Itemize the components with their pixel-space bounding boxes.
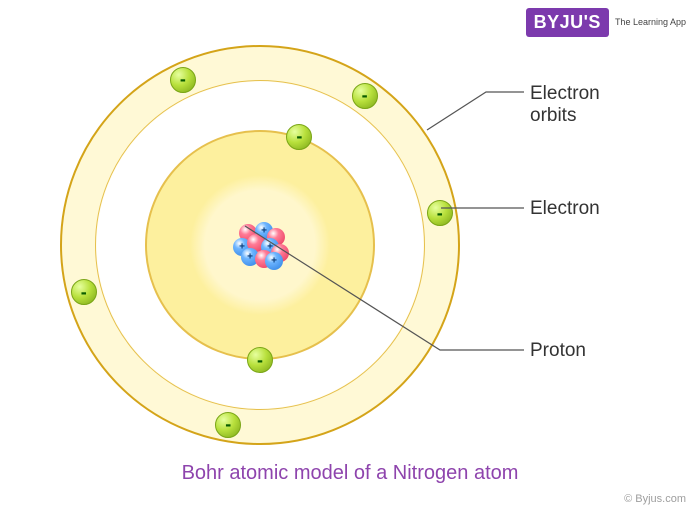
electron: - <box>71 279 97 305</box>
electron: - <box>170 67 196 93</box>
proton-plus-icon: + <box>271 256 277 267</box>
logo: BYJU'S The Learning App <box>526 8 686 37</box>
logo-tagline: The Learning App <box>615 18 686 28</box>
proton-plus-icon: + <box>261 226 267 237</box>
proton-plus-icon: + <box>247 252 253 263</box>
electron: - <box>286 124 312 150</box>
callout-label: Electron <box>530 198 600 220</box>
caption: Bohr atomic model of a Nitrogen atom <box>0 462 700 485</box>
logo-brand: BYJU'S <box>526 8 609 37</box>
electron: - <box>352 83 378 109</box>
electron: - <box>427 200 453 226</box>
callout-label: Proton <box>530 340 586 362</box>
callout-label: Electron orbits <box>530 83 600 127</box>
electron: - <box>215 412 241 438</box>
electron: - <box>247 347 273 373</box>
atom-diagram: +++++------- <box>30 35 470 455</box>
copyright: © Byjus.com <box>624 493 686 505</box>
